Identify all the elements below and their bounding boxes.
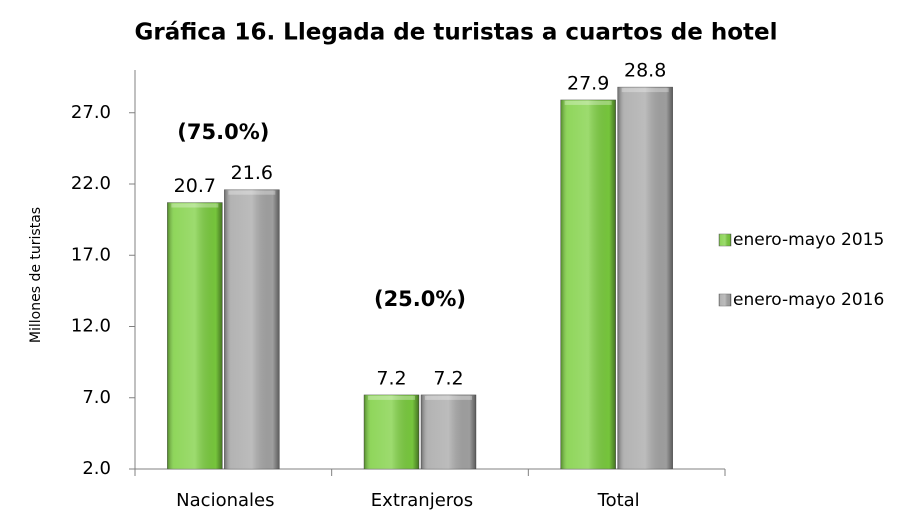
value-label: 7.2 [376, 367, 406, 389]
legend-label: enero-mayo 2016 [733, 290, 884, 310]
y-tick-label: 17.0 [71, 244, 111, 265]
annotation: (75.0%) [177, 120, 269, 144]
bar-shade [617, 87, 673, 469]
legend-swatch-shade [719, 234, 731, 246]
bar-shade [364, 394, 419, 469]
bar-shade [560, 99, 616, 470]
y-tick-label: 2.0 [82, 458, 111, 479]
bar-shade [224, 189, 280, 469]
x-tick-label: Nacionales [176, 490, 274, 511]
value-label: 27.9 [567, 72, 609, 94]
y-tick-label: 22.0 [71, 173, 111, 194]
y-tick-label: 7.0 [82, 387, 111, 408]
chart-title: Gráfica 16. Llegada de turistas a cuarto… [134, 20, 777, 46]
bar-top [621, 88, 669, 93]
x-tick-label: Extranjeros [371, 490, 473, 511]
legend-swatch-shade [719, 294, 731, 306]
value-label: 7.2 [433, 367, 463, 389]
bar-top [171, 203, 219, 208]
bar-top [425, 395, 472, 400]
bar-top [564, 100, 612, 105]
y-tick-label: 27.0 [71, 102, 111, 123]
value-label: 20.7 [174, 175, 216, 197]
value-label: 21.6 [231, 162, 273, 184]
x-tick-label: Total [597, 490, 640, 511]
legend-label: enero-mayo 2015 [733, 230, 884, 250]
annotation: (25.0%) [374, 287, 466, 311]
bar-top [368, 395, 415, 400]
bar-top [228, 190, 276, 195]
y-tick-label: 12.0 [71, 316, 111, 337]
value-label: 28.8 [624, 60, 666, 82]
bar-shade [421, 394, 476, 469]
y-axis-label: Millones de turistas [28, 207, 44, 343]
bar-shade [167, 202, 223, 469]
